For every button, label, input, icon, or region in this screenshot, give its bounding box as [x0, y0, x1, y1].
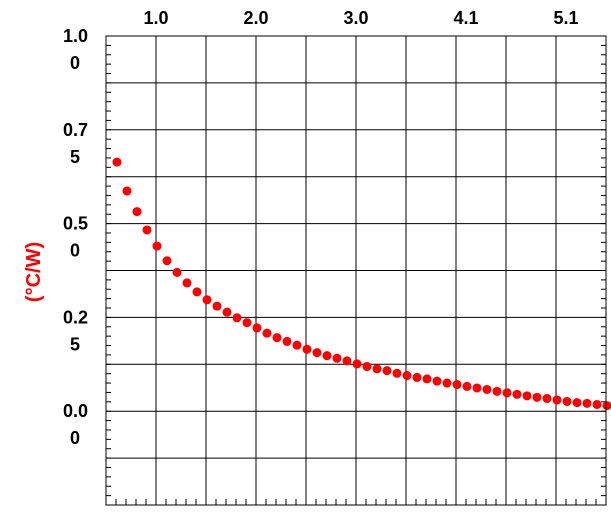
- y-axis-label: (°C/W): [23, 242, 45, 302]
- y-tick-label: 0.5: [63, 214, 88, 234]
- x-tick-label: 2.0: [243, 8, 268, 28]
- data-point: [462, 381, 472, 391]
- data-point: [312, 348, 322, 358]
- data-point: [162, 256, 172, 266]
- data-point: [442, 378, 452, 388]
- data-point: [422, 374, 432, 384]
- data-point: [242, 318, 252, 328]
- data-point: [262, 328, 272, 338]
- y-tick-label-continued: 5: [70, 334, 80, 354]
- data-point: [602, 401, 611, 411]
- x-tick-label: 5.1: [553, 8, 578, 28]
- data-point: [132, 207, 142, 217]
- data-point: [402, 371, 412, 381]
- data-point: [502, 388, 512, 398]
- data-point: [192, 287, 202, 297]
- x-tick-label: 1.0: [143, 8, 168, 28]
- data-point: [542, 393, 552, 403]
- plot-frame: [105, 35, 607, 506]
- y-tick-label-continued: 0: [70, 241, 80, 261]
- data-point: [292, 340, 302, 350]
- data-point: [282, 336, 292, 346]
- data-point: [302, 344, 312, 354]
- y-tick-label: 0.7: [63, 120, 88, 140]
- y-tick-label: 1.0: [63, 26, 88, 46]
- data-point: [412, 372, 422, 382]
- data-point: [452, 380, 462, 390]
- data-point: [552, 395, 562, 405]
- data-point: [482, 384, 492, 394]
- data-point: [492, 386, 502, 396]
- grid-lines: [106, 36, 606, 505]
- data-point: [592, 399, 602, 409]
- x-tick-label: 4.1: [453, 8, 478, 28]
- data-point: [512, 389, 522, 399]
- data-point: [382, 366, 392, 376]
- data-points: [112, 157, 611, 411]
- data-point: [392, 368, 402, 378]
- data-point: [322, 351, 332, 361]
- data-point: [522, 391, 532, 401]
- data-point: [532, 392, 542, 402]
- data-point: [272, 333, 282, 343]
- y-tick-label-continued: 0: [70, 53, 80, 73]
- data-point: [472, 383, 482, 393]
- data-point: [112, 157, 122, 167]
- data-point: [202, 295, 212, 305]
- data-point: [352, 359, 362, 369]
- data-point: [182, 278, 192, 288]
- x-tick-label: 3.0: [343, 8, 368, 28]
- data-point: [252, 323, 262, 333]
- data-point: [372, 364, 382, 374]
- data-point: [122, 186, 132, 196]
- data-point: [212, 301, 222, 311]
- data-point: [362, 362, 372, 372]
- data-point: [582, 398, 592, 408]
- y-tick-label-continued: 0: [70, 428, 80, 448]
- y-tick-label: 0.2: [63, 307, 88, 327]
- data-point: [572, 398, 582, 408]
- y-tick-labels: 1.0 0 0.7 5 0.5 0 0.2 5 0.0 0: [63, 26, 88, 448]
- data-point: [332, 353, 342, 363]
- y-tick-label: 0.0: [63, 401, 88, 421]
- data-point: [232, 313, 242, 323]
- data-point: [432, 376, 442, 386]
- data-point: [222, 307, 232, 317]
- data-point: [152, 241, 162, 251]
- y-tick-label-continued: 5: [70, 147, 80, 167]
- data-point: [172, 267, 182, 277]
- x-tick-labels: 1.0 2.0 3.0 4.1 5.1: [143, 8, 578, 28]
- data-point: [562, 396, 572, 406]
- data-point: [342, 356, 352, 366]
- data-point: [142, 225, 152, 235]
